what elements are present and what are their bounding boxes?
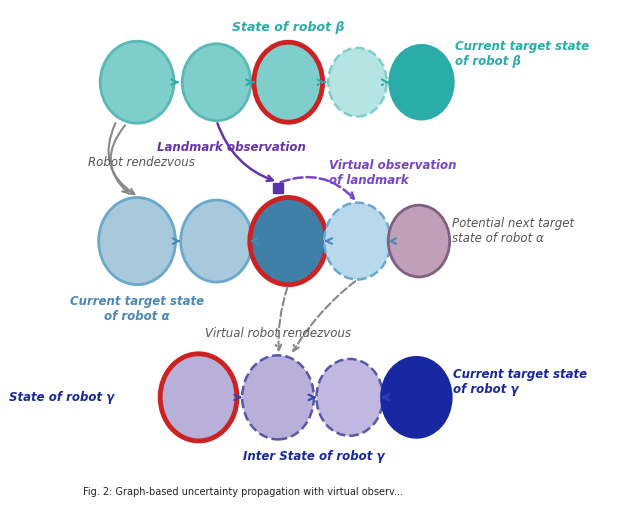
Ellipse shape [100, 41, 174, 123]
Ellipse shape [180, 200, 252, 282]
Text: Potential next target
state of robot α: Potential next target state of robot α [452, 217, 574, 245]
Ellipse shape [99, 197, 175, 284]
Text: Robot rendezvous: Robot rendezvous [88, 156, 195, 169]
Ellipse shape [160, 354, 237, 441]
Text: Inter State of robot γ: Inter State of robot γ [243, 450, 385, 463]
Ellipse shape [390, 45, 453, 119]
Ellipse shape [242, 355, 314, 439]
Ellipse shape [250, 197, 326, 284]
Text: State of robot β: State of robot β [232, 21, 344, 34]
Ellipse shape [324, 203, 391, 280]
Ellipse shape [381, 357, 451, 437]
Text: Current target state
of robot β: Current target state of robot β [455, 40, 589, 68]
Text: Fig. 2: Graph-based uncertainty propagation with virtual observ...: Fig. 2: Graph-based uncertainty propagat… [83, 487, 403, 497]
Text: Current target state
of robot γ: Current target state of robot γ [453, 368, 588, 396]
Text: Virtual observation
of landmark: Virtual observation of landmark [329, 159, 457, 187]
Ellipse shape [388, 205, 450, 277]
Bar [273, 183, 283, 193]
Ellipse shape [316, 359, 383, 436]
Ellipse shape [254, 42, 323, 122]
Text: Virtual robot rendezvous: Virtual robot rendezvous [205, 327, 351, 340]
Text: State of robot γ: State of robot γ [9, 391, 114, 404]
Ellipse shape [328, 48, 387, 117]
Ellipse shape [182, 44, 251, 121]
Text: Landmark observation: Landmark observation [157, 141, 307, 154]
Text: Current target state
of robot α: Current target state of robot α [70, 295, 204, 323]
